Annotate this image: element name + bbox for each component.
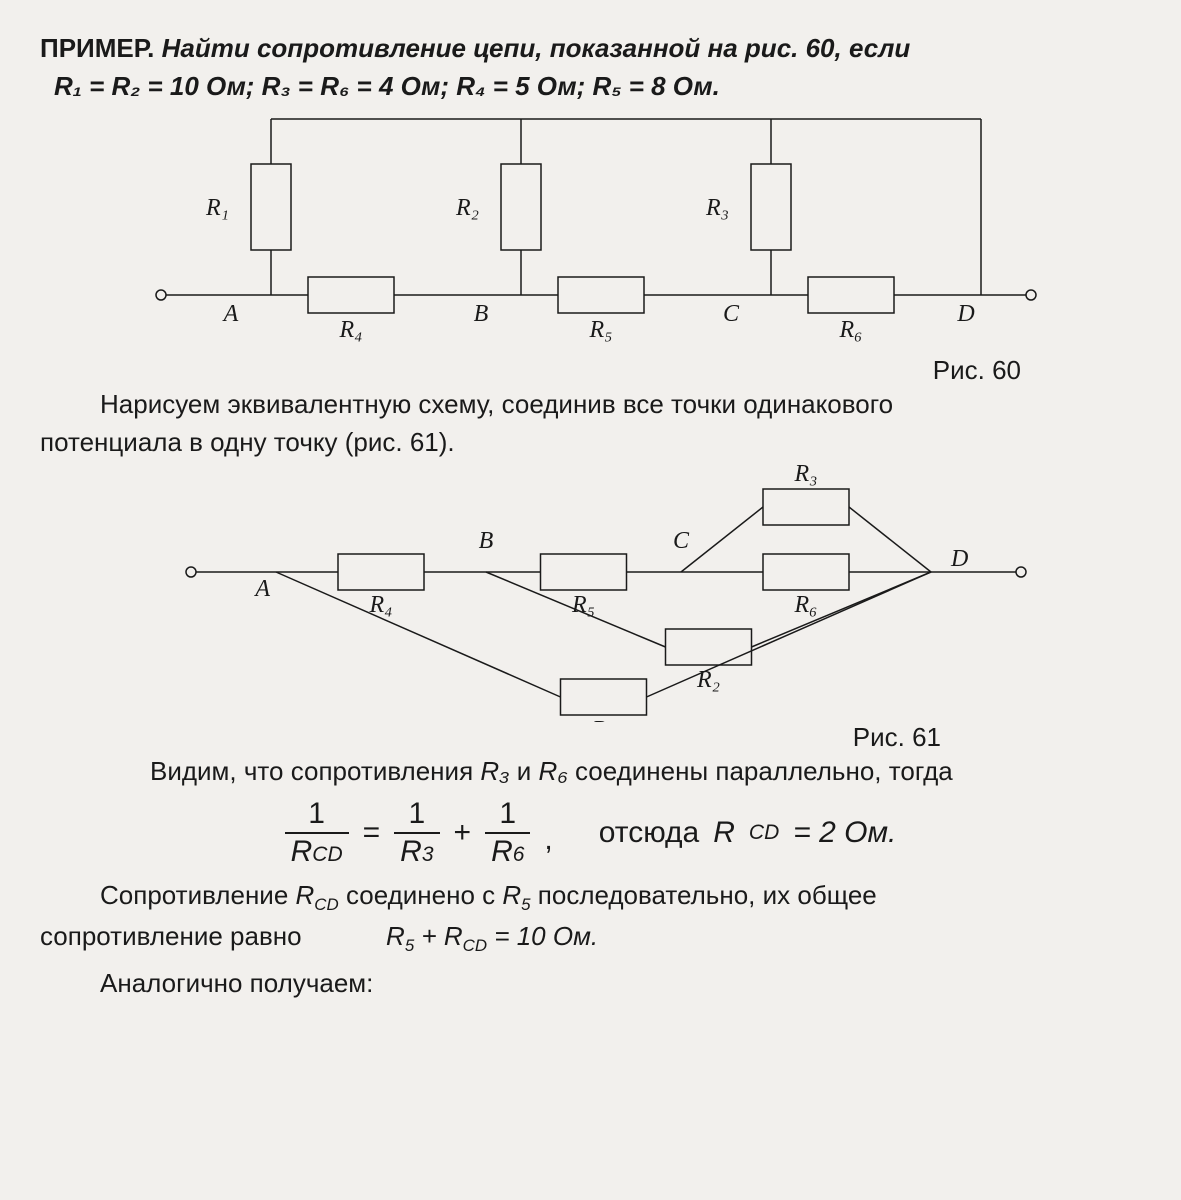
para-5: Аналогично получаем: xyxy=(40,965,1141,1003)
figure-60: R₁ R₂ R₃ R₄ R₅ R₆ A B C D xyxy=(40,105,1141,355)
svg-text:R₆: R₆ xyxy=(793,592,817,618)
svg-text:R₅: R₅ xyxy=(570,592,594,618)
svg-text:R₁: R₁ xyxy=(590,717,614,722)
svg-text:R₃: R₃ xyxy=(793,462,817,487)
svg-text:R₄: R₄ xyxy=(338,317,362,343)
figure-61: R₄R₅R₆R₃R₂R₁ABCD xyxy=(40,462,1141,722)
svg-text:R₂: R₂ xyxy=(695,667,719,693)
svg-text:D: D xyxy=(950,546,968,572)
para-2: Видим, что сопротивления R₃ и R₆ соедине… xyxy=(40,753,1141,791)
svg-text:D: D xyxy=(956,301,974,327)
svg-text:B: B xyxy=(478,528,493,554)
figure-60-caption: Рис. 60 xyxy=(40,355,1141,386)
svg-text:C: C xyxy=(672,528,689,554)
svg-text:C: C xyxy=(722,301,739,327)
svg-text:A: A xyxy=(221,301,238,327)
para-1-line1: Нарисуем эквивалентную схему, соединив в… xyxy=(40,386,1141,424)
given-values: R₁ = R₂ = 10 Ом; R₃ = R₆ = 4 Ом; R₄ = 5 … xyxy=(40,68,1141,106)
svg-text:R₂: R₂ xyxy=(454,195,478,221)
para-1-line2: потенциала в одну точку (рис. 61). xyxy=(40,424,1141,462)
equation-rcd: 1 RCD = 1 R3 + 1 R6 , отсюда RCD = 2 Ом. xyxy=(40,798,1141,867)
example-label: ПРИМЕР xyxy=(40,33,147,63)
svg-text:R₆: R₆ xyxy=(838,317,862,343)
para-4: сопротивление равно R5 + RCD = 10 Ом. xyxy=(40,918,1141,959)
svg-text:R₃: R₃ xyxy=(704,195,728,221)
figure-61-caption: Рис. 61 xyxy=(40,722,1141,753)
para-3: Сопротивление RCD соединено с R5 последо… xyxy=(40,877,1141,918)
svg-text:R₅: R₅ xyxy=(588,317,612,343)
svg-text:R₁: R₁ xyxy=(204,195,228,221)
svg-text:A: A xyxy=(253,576,270,602)
svg-text:B: B xyxy=(473,301,488,327)
problem-header: ПРИМЕР. Найти сопротивление цепи, показа… xyxy=(40,30,1141,68)
problem-statement: Найти сопротивление цепи, показанной на … xyxy=(162,33,911,63)
